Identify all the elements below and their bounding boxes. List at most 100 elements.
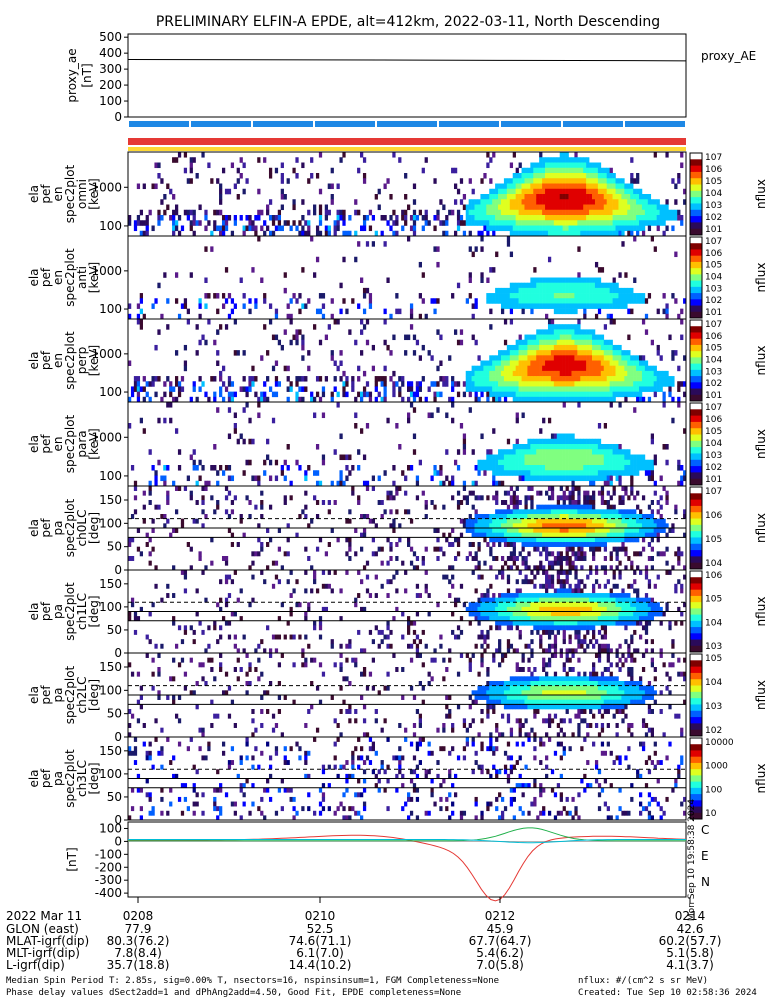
- panel-ylabel: en: [51, 437, 65, 452]
- heatmap-cell: [639, 509, 643, 515]
- heatmap-cell: [594, 303, 599, 309]
- heatmap-cell: [589, 178, 593, 184]
- heatmap-cell: [448, 355, 452, 361]
- heatmap-cell: [583, 220, 587, 226]
- heatmap-cell: [224, 225, 229, 232]
- heatmap-cell: [453, 183, 458, 190]
- heatmap-cell: [280, 173, 284, 179]
- heatmap-cell: [512, 225, 516, 232]
- heatmap-cell: [518, 514, 522, 519]
- heatmap-cell: [568, 518, 572, 524]
- heatmap-cell: [371, 475, 375, 482]
- heatmap-cell: [456, 282, 461, 289]
- heatmap-cell: [556, 495, 561, 501]
- heatmap-cell: [409, 560, 414, 566]
- heatmap-cell: [321, 386, 326, 392]
- heatmap-cell: [439, 643, 443, 649]
- heatmap-cell: [639, 465, 643, 471]
- heatmap-cell: [547, 199, 552, 205]
- heatmap-cell: [503, 194, 508, 200]
- heatmap-cell: [580, 459, 584, 466]
- heatmap-cell: [495, 495, 499, 501]
- heatmap-cell: [486, 220, 490, 226]
- heatmap-cell: [498, 298, 502, 304]
- heatmap-cell: [524, 611, 528, 617]
- heatmap-cell: [542, 344, 546, 351]
- heatmap-cell: [530, 639, 534, 645]
- heatmap-cell: [536, 459, 540, 466]
- heatmap-cell: [568, 465, 572, 471]
- heatmap-cell: [389, 215, 393, 221]
- heatmap-cell: [627, 293, 631, 299]
- heatmap-cell: [674, 509, 678, 515]
- heatmap-cell: [577, 272, 581, 278]
- heatmap-cell: [583, 298, 587, 304]
- heatmap-cell: [665, 444, 669, 450]
- heatmap-cell: [603, 220, 608, 226]
- heatmap-cell: [556, 334, 561, 341]
- heatmap-cell: [304, 220, 308, 226]
- heatmap-cell: [597, 178, 602, 184]
- heatmap-cell: [318, 634, 323, 640]
- heatmap-cell: [313, 470, 317, 476]
- heatmap-cell: [533, 225, 537, 232]
- heatmap-cell: [533, 370, 537, 377]
- heatmap-cell: [503, 298, 508, 304]
- heatmap-cell: [392, 209, 396, 216]
- heatmap-cell: [600, 355, 605, 361]
- heatmap-cell: [565, 449, 569, 455]
- heatmap-cell: [465, 606, 469, 612]
- heatmap-cell: [545, 350, 549, 356]
- heatmap-cell: [547, 230, 552, 237]
- heatmap-cell: [486, 523, 490, 529]
- heatmap-cell: [474, 588, 478, 594]
- orbit-bar-segment: [315, 121, 375, 127]
- heatmap-cell: [221, 396, 226, 403]
- heatmap-cell: [242, 648, 246, 654]
- heatmap-cell: [650, 365, 654, 372]
- heatmap-cell: [166, 465, 170, 471]
- heatmap-cell: [574, 381, 578, 387]
- heatmap-cell: [204, 215, 208, 221]
- colorbar-tick-label: 107: [705, 403, 722, 413]
- heatmap-cell: [615, 199, 619, 205]
- heatmap-cell: [639, 209, 643, 216]
- heatmap-cell: [330, 355, 334, 361]
- heatmap-cell: [509, 178, 514, 184]
- heatmap-cell: [542, 470, 546, 476]
- heatmap-cell: [172, 616, 176, 622]
- colorbar-segment: [690, 382, 702, 389]
- heatmap-cell: [427, 220, 431, 226]
- heatmap-cell: [515, 282, 519, 289]
- heatmap-cell: [451, 611, 455, 617]
- heatmap-cell: [236, 194, 240, 200]
- heatmap-cell: [518, 588, 522, 594]
- ae-ylabel: proxy_ae: [65, 48, 79, 102]
- heatmap-cell: [348, 518, 352, 524]
- heatmap-cell: [612, 204, 616, 211]
- heatmap-cell: [412, 215, 417, 221]
- heatmap-cell: [592, 542, 596, 547]
- heatmap-cell: [612, 546, 616, 552]
- heatmap-cell: [636, 230, 640, 237]
- heatmap-cell: [586, 157, 590, 163]
- heatmap-cell: [577, 551, 581, 557]
- heatmap-cell: [577, 204, 581, 211]
- heatmap-cell: [571, 470, 575, 476]
- heatmap-cell: [533, 230, 537, 237]
- heatmap-cell: [189, 490, 193, 496]
- heatmap-cell: [542, 537, 546, 543]
- heatmap-cell: [239, 173, 243, 179]
- heatmap-cell: [283, 634, 287, 640]
- heatmap-cell: [571, 391, 575, 398]
- heatmap-cell: [530, 230, 534, 237]
- heatmap-cell: [506, 528, 511, 533]
- heatmap-cell: [357, 593, 361, 598]
- heatmap-cell: [615, 546, 619, 552]
- colorbar-tick-label: 107: [705, 320, 722, 330]
- heatmap-cell: [512, 490, 516, 496]
- heatmap-cell: [665, 199, 669, 205]
- heatmap-cell: [633, 209, 637, 216]
- heatmap-cell: [427, 611, 431, 617]
- heatmap-cell: [401, 209, 405, 216]
